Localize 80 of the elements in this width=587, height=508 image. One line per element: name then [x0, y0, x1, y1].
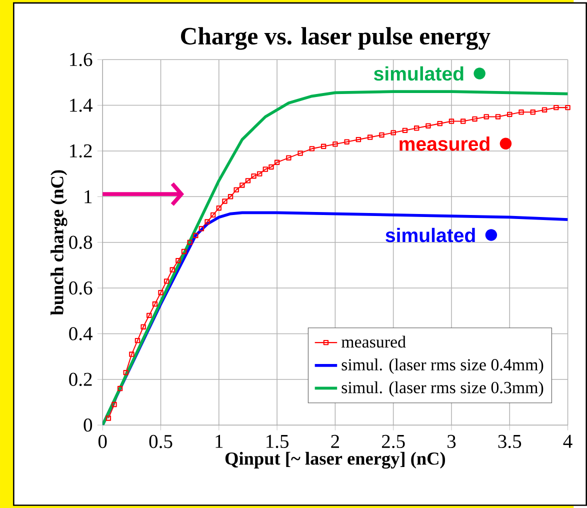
point [332, 141, 338, 147]
point [320, 144, 326, 149]
point [530, 109, 536, 115]
point [210, 212, 216, 218]
x-tick-label: 1.5 [266, 434, 288, 448]
point [484, 114, 489, 120]
point [117, 386, 123, 392]
point [222, 198, 228, 204]
point [245, 178, 251, 184]
point [216, 205, 222, 211]
annotation: simulated [386, 228, 475, 242]
point [507, 112, 512, 117]
point [379, 132, 384, 138]
point [187, 240, 192, 245]
point [402, 128, 408, 133]
point [268, 164, 274, 170]
point [228, 194, 234, 200]
point [129, 352, 134, 357]
point [542, 107, 548, 112]
y-axis-title: bunch charge (nC) [50, 170, 68, 316]
x-tick-label: 0 [98, 434, 107, 448]
annotation: simulated [374, 66, 464, 81]
point [495, 114, 501, 120]
y-tick-label: 0.6 [69, 281, 92, 295]
point [554, 104, 559, 110]
point [123, 370, 128, 376]
y-tick-label: 1.4 [70, 98, 92, 112]
point [170, 267, 175, 272]
point [426, 123, 431, 128]
y-tick-label: 1.6 [70, 52, 92, 66]
point [437, 120, 442, 126]
x-tick-label: 4 [563, 434, 572, 448]
x-tick-label: 3.5 [498, 434, 522, 448]
point [460, 118, 466, 124]
point [240, 182, 245, 188]
point [309, 146, 315, 152]
point [356, 136, 362, 142]
point [140, 324, 146, 330]
point [204, 219, 210, 224]
y-tick-label: 0.4 [69, 327, 92, 340]
x-tick-label: 3 [448, 434, 456, 448]
point [251, 173, 256, 179]
point [286, 155, 292, 160]
annotation: measured [400, 136, 490, 151]
point [472, 116, 478, 122]
point [257, 171, 262, 176]
point [262, 166, 268, 172]
legend-label: simul. (laser rms size 0.3mm) [342, 381, 544, 397]
y-tick-label: 0.8 [69, 236, 92, 249]
point [198, 226, 204, 232]
point [234, 187, 239, 192]
point [193, 232, 198, 238]
point [158, 290, 164, 296]
chart-title: Charge vs. laser pulse energy [181, 27, 490, 50]
point [134, 338, 140, 344]
x-tick-label: 2 [331, 434, 339, 448]
point [152, 301, 158, 307]
y-tick-label: 1.2 [70, 144, 92, 158]
point [274, 160, 280, 165]
legend-label: simul. (laser rms size 0.4mm) [342, 358, 544, 374]
point [448, 118, 454, 124]
point [298, 150, 303, 156]
x-tick-label: 1 [216, 434, 223, 448]
y-tick-label: 1 [84, 190, 92, 204]
legend-label: measured [341, 336, 406, 348]
point [518, 109, 524, 115]
x-tick-label: 0.5 [149, 434, 172, 448]
point [390, 130, 396, 136]
y-tick-label: 0.2 [69, 372, 92, 386]
point [414, 125, 420, 131]
point [367, 134, 373, 140]
point [164, 278, 170, 284]
point [112, 402, 117, 408]
point [344, 139, 350, 144]
x-tick-label: 2.5 [382, 434, 405, 448]
y-tick-label: 0 [84, 418, 92, 432]
point [146, 312, 152, 318]
x-axis-title: Qinput [~ laser energy] (nC) [225, 452, 446, 469]
point [176, 258, 181, 264]
point [181, 248, 187, 254]
